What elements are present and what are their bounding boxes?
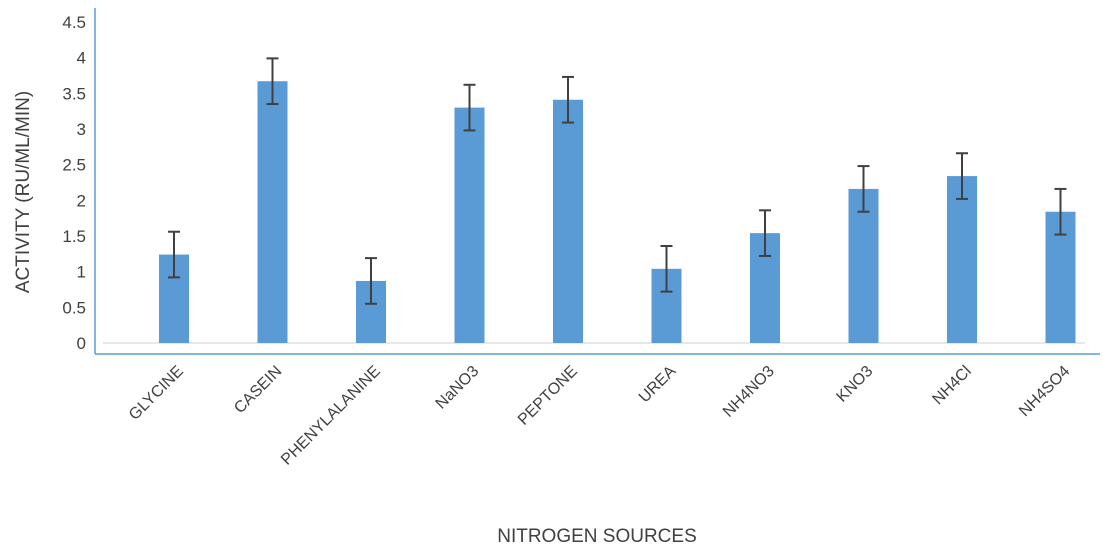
y-axis-title: ACTIVITY (RU/ML/MIN) xyxy=(13,91,34,293)
bar xyxy=(553,99,583,344)
error-bar xyxy=(562,75,574,124)
x-tick-label: CASEIN xyxy=(231,363,285,417)
y-tick-label: 1 xyxy=(77,263,86,282)
bar xyxy=(848,188,879,343)
y-tick-label: 4.5 xyxy=(62,13,86,32)
error-bar xyxy=(266,57,279,106)
x-tick-label: UREA xyxy=(636,363,680,407)
error-bar xyxy=(168,230,180,279)
error-bar xyxy=(463,83,476,132)
y-tick-label: 2 xyxy=(77,191,86,210)
error-bar xyxy=(759,209,771,257)
error-bar xyxy=(857,165,870,213)
y-tick-label: 0 xyxy=(77,334,86,353)
x-tick-label: PEPTONE xyxy=(515,363,581,429)
x-tick-label: GLYCINE xyxy=(126,363,187,424)
y-tick-label: 3.5 xyxy=(62,84,86,103)
y-tick-label: 3 xyxy=(77,120,86,139)
error-bar xyxy=(660,244,673,293)
bar xyxy=(257,81,288,343)
error-bar xyxy=(1054,187,1067,236)
bars xyxy=(159,57,1076,344)
y-tick-label: 4 xyxy=(77,49,86,68)
x-tick-label: KNO3 xyxy=(833,363,876,406)
x-tick-label: PHENYLALANINE xyxy=(278,363,384,469)
x-tick-label: NH4Cl xyxy=(929,363,974,408)
x-tick-label: NH4SO4 xyxy=(1016,363,1073,420)
bar xyxy=(454,107,485,343)
x-axis-title: NITROGEN SOURCES xyxy=(497,526,697,547)
x-tick-label: NH4NO3 xyxy=(720,363,778,421)
x-tick-label: NaNO3 xyxy=(433,363,483,413)
bar xyxy=(947,176,977,343)
y-tick-label: 1.5 xyxy=(62,227,86,246)
y-tick-label: 0.5 xyxy=(62,298,86,317)
error-bar xyxy=(956,152,968,200)
y-tick-label: 2.5 xyxy=(62,156,86,175)
error-bar xyxy=(365,257,377,305)
